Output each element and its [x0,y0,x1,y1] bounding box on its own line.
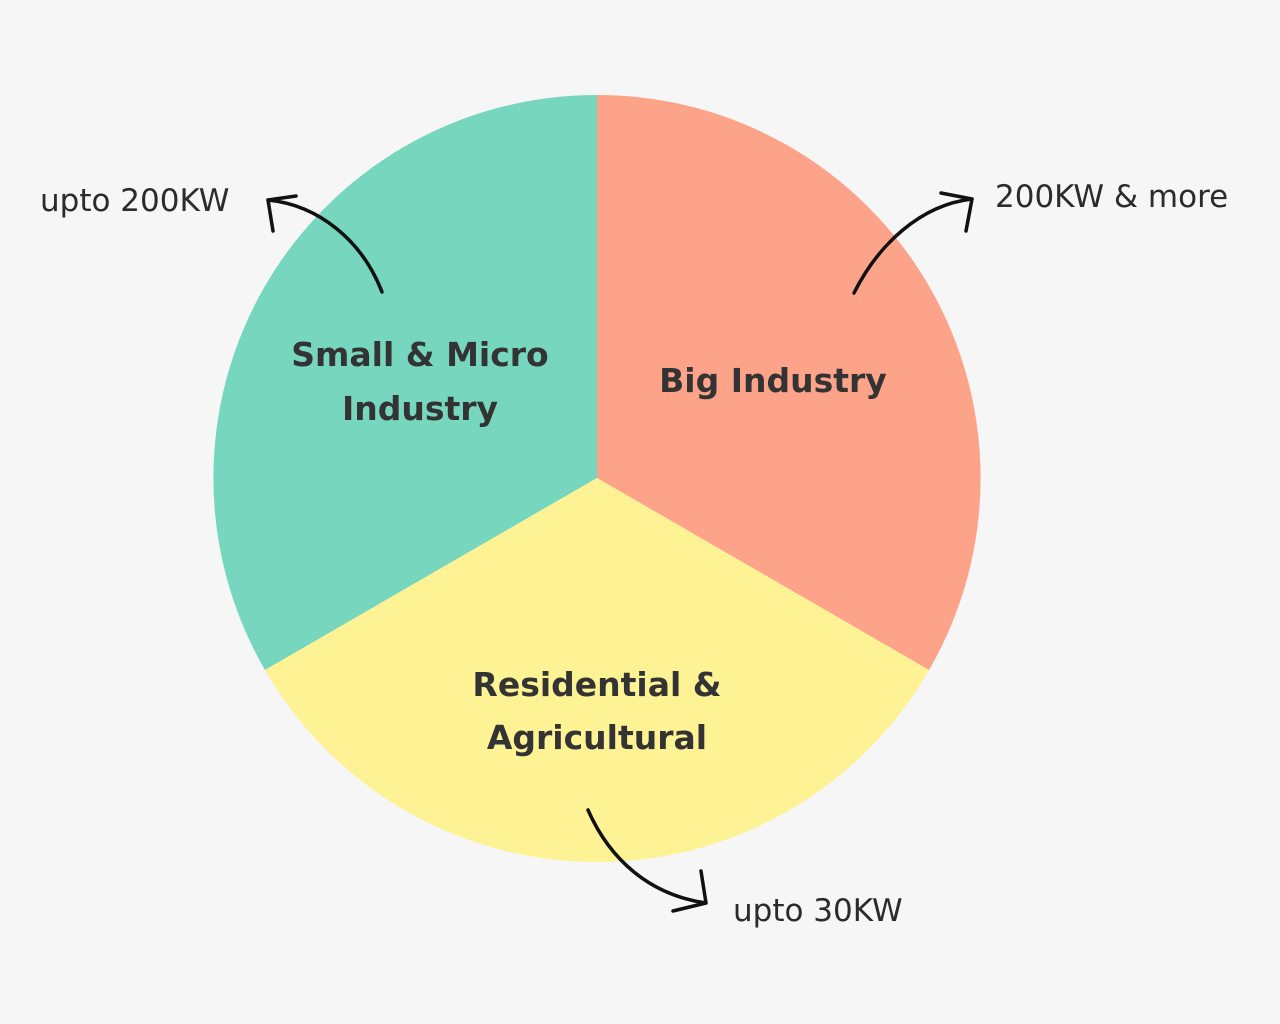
segment-small-micro-industry [213,94,597,671]
callout-upto-200kw: upto 200KW [40,183,229,219]
callout-200kw-and-more: 200KW & more [995,179,1228,215]
segment-label-residential-line1: Residential & [472,665,721,704]
segment-label-small-micro-line2: Industry [342,389,498,428]
callout-upto-30kw: upto 30KW [733,893,903,929]
segment-label-big-industry: Big Industry [659,361,887,400]
arrow-big-industry [852,191,974,295]
segment-residential-agricultural [265,478,929,863]
segment-label-residential-line2: Agricultural [487,718,707,757]
segment-big-industry [597,94,981,671]
arrow-small-micro [266,194,384,294]
segment-label-small-micro-line1: Small & Micro [291,335,548,374]
arrow-residential [586,808,708,913]
